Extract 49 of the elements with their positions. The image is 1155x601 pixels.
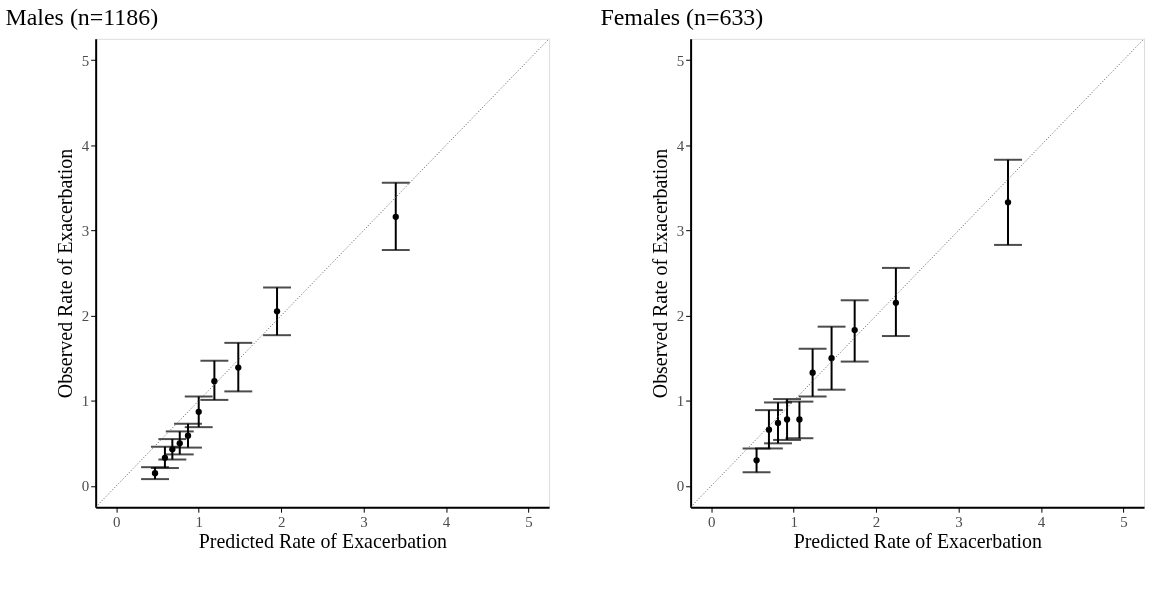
x-tick-label: 3 <box>955 513 963 530</box>
point <box>809 369 816 376</box>
x-tick-label: 1 <box>790 513 798 530</box>
point <box>828 355 835 362</box>
x-axis-title: Predicted Rate of Exacerbation <box>793 529 1043 552</box>
point <box>235 364 242 371</box>
point <box>392 213 399 220</box>
x-tick-label: 1 <box>195 513 203 530</box>
y-axis-title: Observed Rate of Exacerbation <box>648 148 671 399</box>
point <box>851 326 858 334</box>
x-tick-label: 0 <box>113 513 121 530</box>
point <box>161 454 169 461</box>
y-tick-label: 2 <box>81 308 90 325</box>
point <box>1004 199 1012 206</box>
point <box>151 470 159 477</box>
point <box>169 446 176 453</box>
y-tick-label: 3 <box>676 222 685 239</box>
x-tick-label: 2 <box>872 513 881 530</box>
x-tick-label: 4 <box>442 513 451 530</box>
point <box>176 440 183 447</box>
y-tick-label: 3 <box>81 222 90 239</box>
point <box>783 416 791 423</box>
point <box>195 408 202 415</box>
y-tick-label: 0 <box>81 478 90 495</box>
point <box>184 432 192 439</box>
x-tick-label: 4 <box>1037 513 1046 530</box>
y-tick-label: 0 <box>676 478 685 495</box>
y-tick-label: 2 <box>676 308 685 325</box>
point <box>774 419 782 427</box>
x-tick-label: 3 <box>360 513 368 530</box>
y-axis-title: Observed Rate of Exacerbation <box>53 148 76 399</box>
y-tick-label: 4 <box>81 137 90 154</box>
point <box>796 416 803 423</box>
x-axis-title: Predicted Rate of Exacerbation <box>198 529 448 552</box>
point <box>211 378 218 385</box>
x-tick-label: 5 <box>1120 513 1128 530</box>
y-tick-label: 5 <box>81 52 90 69</box>
y-tick-label: 4 <box>676 137 685 154</box>
y-tick-label: 5 <box>676 52 685 69</box>
y-tick-label: 1 <box>81 393 90 410</box>
x-tick-label: 0 <box>707 513 716 530</box>
point <box>892 299 900 306</box>
chart-title: Females (n=633) <box>600 4 764 31</box>
x-tick-label: 5 <box>525 513 533 530</box>
chart-title: Males (n=1186) <box>5 4 159 31</box>
x-tick-label: 2 <box>277 513 286 530</box>
point <box>753 457 760 464</box>
y-tick-label: 1 <box>676 393 685 410</box>
point <box>273 308 281 315</box>
